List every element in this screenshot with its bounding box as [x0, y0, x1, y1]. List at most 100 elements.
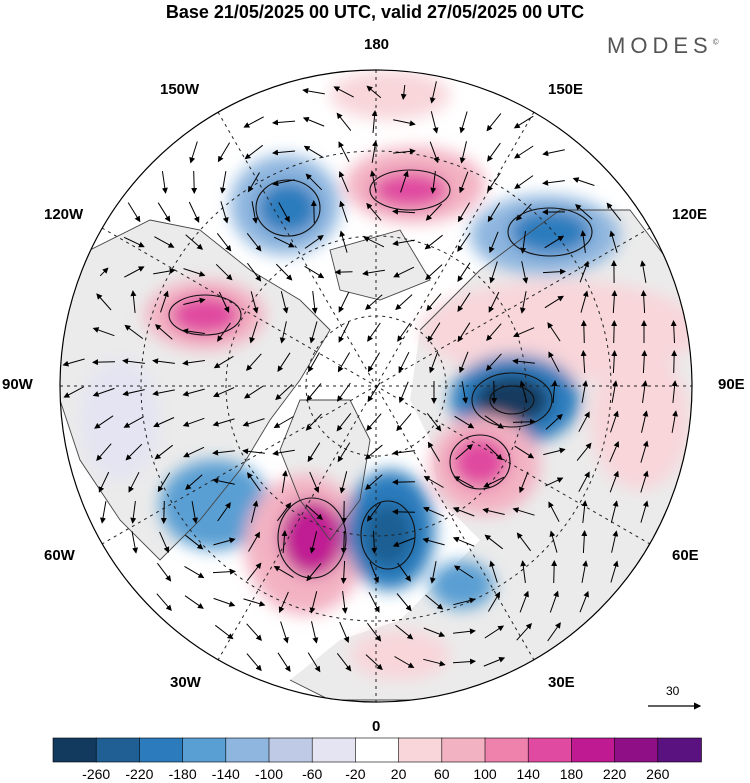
- wind-vector: [520, 560, 527, 583]
- wind-vector: [339, 230, 348, 253]
- wind-vector: [489, 560, 498, 583]
- wind-vector: [430, 111, 439, 134]
- colorbar-swatch: [225, 737, 270, 763]
- wind-vector: [368, 591, 380, 613]
- wind-vector: [184, 595, 204, 609]
- wind-vector: [641, 350, 648, 374]
- wind-vector: [213, 355, 234, 369]
- wind-vector: [122, 389, 145, 397]
- wind-vector: [333, 86, 354, 98]
- wind-vector: [182, 359, 205, 366]
- colorbar-tick-label: 20: [390, 766, 407, 782]
- wind-vector: [461, 381, 468, 404]
- wind-vector: [212, 568, 236, 575]
- wind-vector: [581, 560, 589, 583]
- wind-vector: [611, 290, 618, 314]
- wind-vector: [393, 266, 415, 278]
- wind-vector: [278, 591, 289, 614]
- wind-vector: [670, 320, 677, 344]
- wind-vectors: [62, 81, 678, 673]
- wind-vector: [217, 502, 231, 522]
- wind-vector: [366, 502, 381, 522]
- wind-vector: [153, 268, 176, 275]
- colorbar-tick-label: 60: [434, 766, 450, 782]
- wind-vector: [610, 410, 619, 433]
- wind-vector: [63, 386, 84, 398]
- anomaly-neg-central-siberia-core: [474, 375, 550, 425]
- wind-vector: [488, 231, 499, 254]
- wind-vector: [152, 358, 175, 365]
- wind-vector: [309, 531, 318, 554]
- wind-vector: [215, 263, 233, 281]
- wind-vector: [519, 471, 529, 494]
- vector-scale-label: 30: [666, 684, 680, 698]
- wind-vector: [242, 448, 265, 455]
- wind-vector: [159, 531, 170, 554]
- lon-label-180: 180: [364, 36, 390, 53]
- wind-vector: [336, 412, 352, 432]
- wind-vector: [100, 501, 107, 524]
- wind-vector: [185, 534, 204, 550]
- wind-vector: [272, 149, 296, 156]
- wind-vector: [243, 385, 264, 399]
- wind-vector: [247, 172, 260, 193]
- wind-vector: [99, 267, 109, 277]
- colorbar-swatch: [182, 737, 227, 763]
- wind-vector: [247, 472, 261, 492]
- wind-vector: [365, 474, 383, 490]
- wind-vector: [487, 172, 501, 192]
- wind-vector: [392, 537, 415, 547]
- wind-vector: [392, 239, 415, 246]
- land-alaska: [330, 230, 430, 300]
- wind-vector: [365, 654, 383, 671]
- wind-vector: [276, 502, 292, 522]
- wind-vector: [304, 235, 324, 249]
- wind-vector: [425, 594, 444, 610]
- wind-vector: [640, 260, 647, 283]
- wind-vector: [275, 384, 293, 401]
- wind-vector: [337, 382, 351, 402]
- colorbar-tick-label: -60: [302, 766, 323, 782]
- wind-vector: [427, 441, 441, 462]
- wind-vector: [429, 561, 437, 584]
- wind-vector: [307, 442, 321, 463]
- wind-vector: [671, 410, 678, 433]
- wind-vector: [576, 442, 592, 461]
- wind-vector: [611, 530, 619, 553]
- wind-vector: [220, 171, 227, 194]
- wind-vector: [395, 294, 413, 311]
- wind-vector: [214, 624, 234, 640]
- lon-label-120w: 120W: [44, 206, 84, 223]
- wind-vector: [519, 291, 527, 314]
- wind-vector: [337, 442, 351, 463]
- wind-vector: [306, 383, 322, 402]
- wind-vector: [92, 359, 116, 366]
- colorbar-tick-label: 220: [602, 766, 627, 782]
- brand-text: MODES: [607, 33, 713, 58]
- wind-vector: [543, 447, 566, 456]
- colorbar-tick-label: 260: [646, 766, 670, 782]
- wind-vector: [367, 382, 381, 403]
- wind-vector: [275, 263, 293, 281]
- wind-vector: [392, 508, 416, 515]
- wind-vector: [366, 202, 382, 221]
- wind-vector: [213, 537, 236, 546]
- wind-vector: [338, 291, 350, 313]
- wind-vector: [366, 85, 382, 99]
- wind-vector: [512, 327, 535, 338]
- wind-vector: [251, 201, 259, 224]
- wind-vector: [366, 622, 382, 642]
- wind-vector: [125, 443, 143, 461]
- wind-vector: [341, 591, 348, 614]
- wind-vector: [457, 202, 471, 223]
- anomaly-neg-europe: [430, 561, 494, 609]
- wind-vector: [609, 470, 619, 493]
- anomaly-neg-scandinavia-core: [363, 503, 413, 567]
- wind-vector: [671, 350, 678, 374]
- wind-vector: [272, 449, 295, 456]
- wind-vector: [160, 290, 169, 313]
- wind-vector: [273, 236, 295, 248]
- wind-vector: [544, 295, 564, 309]
- wind-vector: [422, 537, 445, 546]
- wind-vector: [279, 321, 287, 344]
